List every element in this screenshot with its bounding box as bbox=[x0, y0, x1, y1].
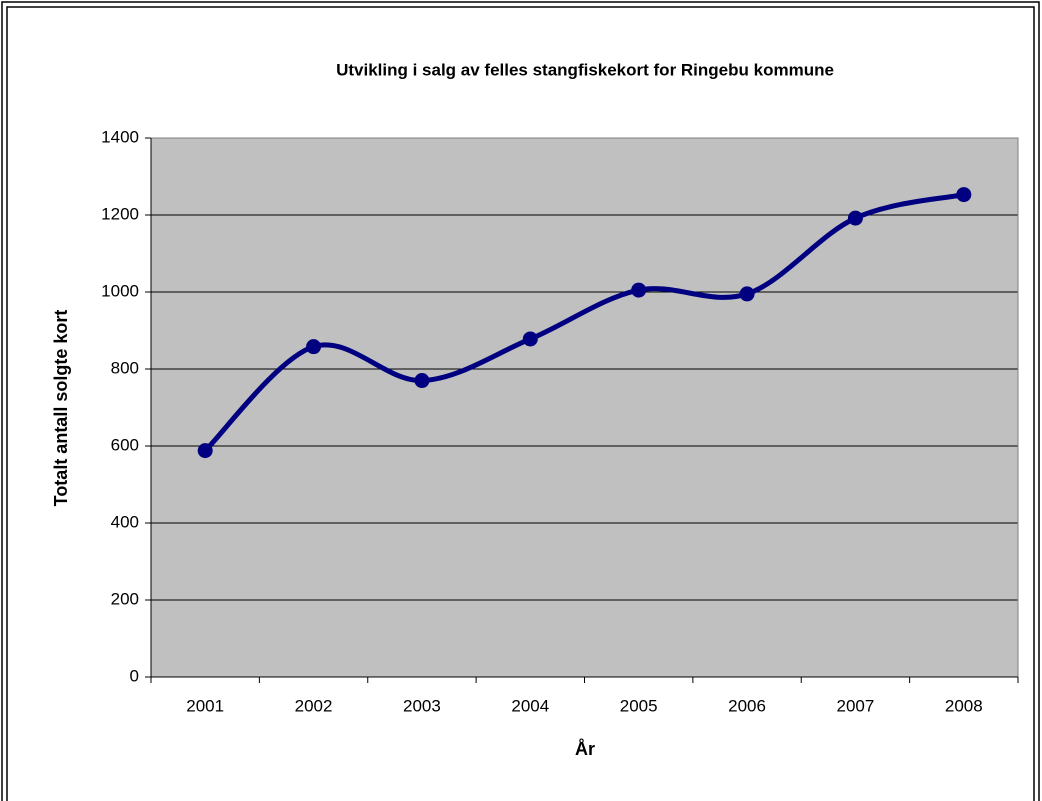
data-point bbox=[631, 282, 647, 298]
y-axis-label: Totalt antall solgte kort bbox=[51, 310, 71, 507]
y-tick-label: 600 bbox=[111, 435, 139, 454]
chart-title: Utvikling i salg av felles stangfiskekor… bbox=[336, 60, 834, 79]
x-tick-label: 2007 bbox=[837, 696, 875, 715]
y-tick-label: 200 bbox=[111, 589, 139, 608]
data-point bbox=[847, 210, 863, 226]
y-tick-label: 1400 bbox=[101, 127, 139, 146]
x-tick-label: 2006 bbox=[728, 696, 766, 715]
data-point bbox=[414, 373, 430, 389]
data-point bbox=[739, 286, 755, 302]
data-point bbox=[956, 187, 972, 203]
y-tick-label: 1200 bbox=[101, 204, 139, 223]
x-tick-label: 2005 bbox=[620, 696, 658, 715]
y-tick-label: 1000 bbox=[101, 281, 139, 300]
data-point bbox=[197, 443, 213, 459]
x-tick-label: 2004 bbox=[511, 696, 549, 715]
x-tick-label: 2001 bbox=[186, 696, 224, 715]
data-point bbox=[522, 331, 538, 347]
x-tick-label: 2003 bbox=[403, 696, 441, 715]
x-axis-label: År bbox=[575, 739, 595, 759]
inner-frame bbox=[6, 6, 1035, 801]
y-tick-label: 400 bbox=[111, 512, 139, 531]
data-point bbox=[306, 339, 322, 355]
y-tick-label: 0 bbox=[130, 666, 139, 685]
x-tick-label: 2002 bbox=[295, 696, 333, 715]
y-tick-label: 800 bbox=[111, 358, 139, 377]
plot-area bbox=[151, 138, 1018, 677]
x-tick-label: 2008 bbox=[945, 696, 983, 715]
